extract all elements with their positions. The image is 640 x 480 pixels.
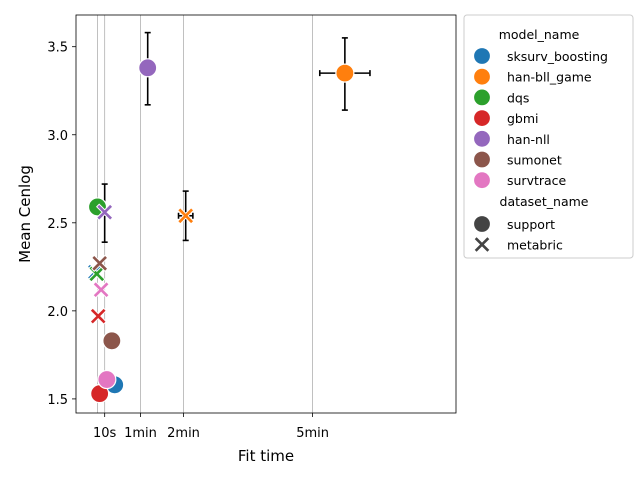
legend-box: [463, 14, 634, 259]
legend-label-dqs: dqs: [507, 90, 529, 105]
y-tick-label: 2.5: [47, 217, 68, 232]
legend-marker-sksurv-boosting: [472, 46, 492, 66]
legend-label-survtrace: survtrace: [507, 173, 567, 188]
point-han-bll-game-metabric: [176, 207, 195, 225]
point-han-nll-metabric: [95, 203, 114, 221]
legend-marker-survtrace: [472, 171, 492, 190]
legend-marker-support: [472, 214, 492, 234]
gridlines: [97, 15, 314, 413]
legend-label-support: support: [507, 217, 555, 232]
legend-label-gbmi: gbmi: [507, 111, 539, 126]
point-survtrace-support: [97, 369, 117, 390]
point-survtrace-metabric: [92, 280, 110, 299]
point-han-bll-game-support: [335, 63, 355, 83]
y-tick-label: 2.0: [47, 305, 68, 320]
legend-marker-han-nll: [472, 129, 492, 148]
point-gbmi-metabric: [89, 307, 107, 325]
legend-marker-gbmi: [472, 108, 492, 128]
data-points: [86, 58, 355, 404]
axis-ticks: 10s 1min 2min 5min 1.5 2.0 2.5 3.0 3.5: [47, 41, 329, 441]
plot-area-frame: [75, 14, 457, 414]
y-axis-label: Mean Cenlog: [16, 165, 34, 263]
legend-marker-metabric: [473, 235, 491, 254]
point-sumonet-metabric: [90, 254, 109, 273]
y-tick-label: 1.5: [47, 393, 68, 408]
x-tick-label: 1min: [124, 426, 157, 441]
legend-label-sksurv-boosting: sksurv_boosting: [507, 49, 608, 64]
legend-marker-han-bll-game: [472, 67, 492, 86]
legend-hue-title: model_name: [499, 27, 580, 42]
point-han-nll-support: [138, 58, 158, 78]
legend-label-han-nll: han-nll: [507, 132, 550, 147]
x-tick-label: 5min: [296, 426, 329, 441]
legend-label-han-bll-game: han-bll_game: [507, 70, 592, 85]
x-axis-label: Fit time: [238, 447, 294, 465]
point-sumonet-support: [102, 331, 122, 351]
legend-marker-dqs: [472, 88, 492, 107]
legend: model_name dataset_name sksurv_boostingh…: [463, 14, 634, 259]
y-tick-label: 3.0: [47, 129, 68, 144]
legend-marker-sumonet: [472, 150, 492, 169]
legend-style-title: dataset_name: [500, 194, 589, 209]
legend-label-metabric: metabric: [507, 238, 563, 253]
legend-label-sumonet: sumonet: [507, 153, 562, 168]
y-tick-label: 3.5: [47, 41, 68, 56]
x-tick-label: 2min: [167, 426, 200, 441]
x-tick-label: 10s: [93, 426, 117, 441]
